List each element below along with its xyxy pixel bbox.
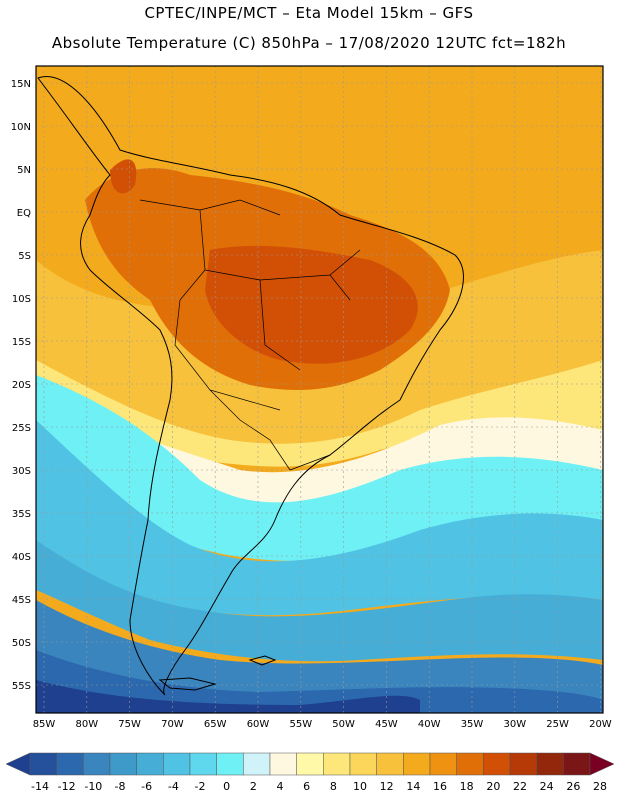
- colorbar-swatch: [216, 752, 244, 776]
- lon-label: 80W: [75, 719, 98, 730]
- colorbar-label: 22: [513, 780, 527, 793]
- colorbar-swatch: [323, 752, 351, 776]
- colorbar-label: -12: [58, 780, 76, 793]
- colorbar-label: -10: [84, 780, 102, 793]
- colorbar-swatch: [29, 752, 57, 776]
- colorbar-label: 8: [330, 780, 337, 793]
- colorbar-label: 12: [380, 780, 394, 793]
- lon-label: 40W: [418, 719, 441, 730]
- colorbar-label: 4: [277, 780, 284, 793]
- temp-zone-yellow: [36, 360, 603, 467]
- lon-label: 75W: [118, 719, 141, 730]
- lat-label: 5S: [18, 251, 31, 262]
- colorbar-label: 16: [433, 780, 447, 793]
- lon-label: 85W: [33, 719, 56, 730]
- temp-zone-blue1: [36, 540, 603, 662]
- colorbar-swatch: [136, 752, 164, 776]
- lon-label: 25W: [546, 719, 569, 730]
- colorbar-label: -4: [168, 780, 179, 793]
- colorbar-swatch: [269, 752, 297, 776]
- lon-label: 30W: [503, 719, 526, 730]
- country-borders: [139, 199, 361, 471]
- coastlines: [37, 76, 464, 696]
- colorbar-swatch: [83, 752, 111, 776]
- temp-zone-cyan: [36, 420, 603, 616]
- colorbar-swatch: [429, 752, 457, 776]
- colorbar-label: -14: [31, 780, 49, 793]
- temp-zone-blue4: [36, 680, 420, 713]
- lon-label: 55W: [289, 719, 312, 730]
- colorbar-label: 18: [460, 780, 474, 793]
- lon-label: 35W: [461, 719, 484, 730]
- temp-zone-blue3: [36, 650, 603, 713]
- colorbar-swatch: [563, 752, 591, 776]
- colorbar-label: 2: [250, 780, 257, 793]
- lat-label: 20S: [12, 380, 31, 391]
- colorbar-swatch: [509, 752, 537, 776]
- lat-label: 30S: [12, 466, 31, 477]
- lon-label: 70W: [161, 719, 184, 730]
- colorbar-arrow-high: [589, 752, 615, 776]
- colorbar-label: 0: [223, 780, 230, 793]
- tierra-del-fuego: [158, 677, 217, 691]
- latitude-labels: 15N 10N 5N EQ 5S 10S 15S 20S 25S 30S 35S 40S 45S 50S 5…: [11, 79, 31, 692]
- colorbar-swatch: [56, 752, 84, 776]
- lat-label: 10S: [12, 294, 31, 305]
- colorbar-label: 28: [593, 780, 607, 793]
- colorbar-label: 20: [486, 780, 500, 793]
- colorbar-swatch: [163, 752, 191, 776]
- lat-label: EQ: [17, 208, 31, 219]
- lat-label: 50S: [12, 638, 31, 649]
- south-america-outline: [37, 76, 464, 696]
- lon-label: 50W: [332, 719, 355, 730]
- temperature-field: [36, 66, 603, 713]
- colorbar-swatch: [243, 752, 271, 776]
- lat-label: 40S: [12, 552, 31, 563]
- colorbar-label: -6: [141, 780, 152, 793]
- colorbar-label: 14: [406, 780, 420, 793]
- lat-label: 45S: [12, 595, 31, 606]
- lat-label: 25S: [12, 423, 31, 434]
- lat-label: 15S: [12, 337, 31, 348]
- map-title: CPTEC/INPE/MCT – Eta Model 15km – GFS: [144, 4, 474, 22]
- longitude-labels: 85W 80W 75W 70W 65W 60W 55W 50W 45W 40W 35W 30W 25W 2…: [33, 719, 612, 730]
- colorbar-label: 26: [566, 780, 580, 793]
- colorbar-label: 6: [303, 780, 310, 793]
- lat-label: 35S: [12, 509, 31, 520]
- lon-label: 60W: [247, 719, 270, 730]
- lat-label: 5N: [17, 165, 31, 176]
- map-frame: [35, 65, 604, 714]
- colorbar-label: -2: [195, 780, 206, 793]
- colorbar-swatch: [189, 752, 217, 776]
- lat-label: 55S: [12, 681, 31, 692]
- colorbar-swatch: [536, 752, 564, 776]
- colorbar-arrow-low: [5, 752, 31, 776]
- temp-zone-hotter-core: [205, 245, 418, 364]
- lon-label: 20W: [589, 719, 612, 730]
- colorbar-label: 24: [540, 780, 554, 793]
- colorbar-label: -8: [115, 780, 126, 793]
- lat-label: 15N: [11, 79, 31, 90]
- map-subtitle: Absolute Temperature (C) 850hPa – 17/08/…: [51, 34, 567, 52]
- temp-zone-light-cyan: [36, 375, 603, 561]
- lat-label: 10N: [11, 122, 31, 133]
- colorbar-swatch: [376, 752, 404, 776]
- lon-label: 65W: [204, 719, 227, 730]
- lon-label: 45W: [375, 719, 398, 730]
- colorbar-swatch: [403, 752, 431, 776]
- colorbar-label: 10: [353, 780, 367, 793]
- colorbar-swatch: [109, 752, 137, 776]
- colorbar: -14 -12 -10 -8 -6 -4 -2 0 2 4 6 8 10 12 14 16 18 20 22 24 26…: [5, 752, 615, 793]
- falklands-island: [248, 655, 277, 666]
- colorbar-swatch: [296, 752, 324, 776]
- colorbar-swatch: [483, 752, 511, 776]
- colorbar-swatch: [349, 752, 377, 776]
- colorbar-swatch: [456, 752, 484, 776]
